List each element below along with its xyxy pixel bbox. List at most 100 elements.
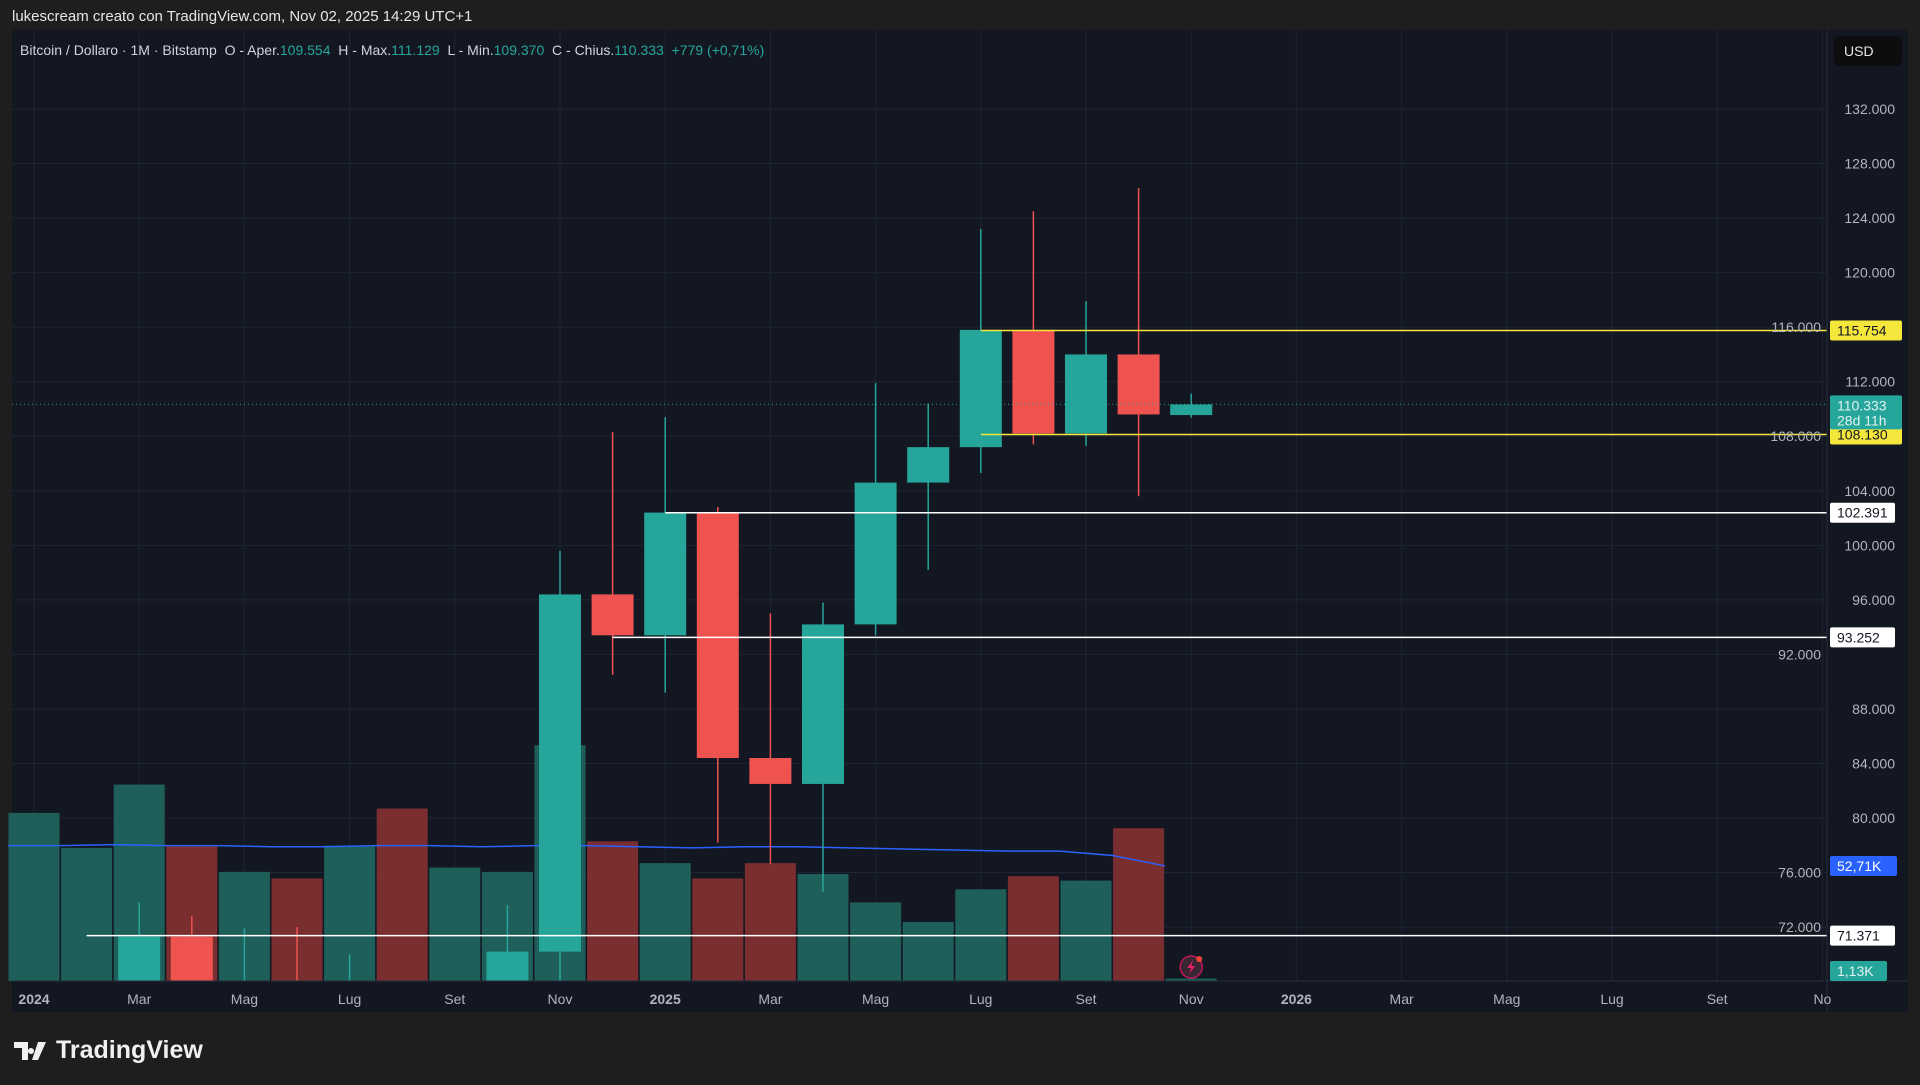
candle-body [644,512,687,636]
last-price-label: 28d 11h [1837,412,1887,428]
level-price-label-bg [1830,320,1902,341]
y-tick-label: 112.000 [1845,374,1895,390]
symbol-name: Bitcoin / Dollaro · 1M · Bitstamp [20,42,217,58]
x-tick-label: Mar [127,991,151,1007]
y-tick-label: 120.000 [1844,265,1895,281]
candle-body [696,512,739,759]
y-tick-label: 100.000 [1844,537,1895,553]
x-tick-label: Set [1707,991,1728,1007]
candle-body [1170,404,1213,416]
y-tick-label: 96.000 [1852,592,1895,608]
x-tick-label: Lug [969,991,992,1007]
volume-bar [639,863,691,981]
candle-body [539,594,581,952]
volume-ma-label-bg [1830,856,1897,876]
lightning-glyph [1187,960,1196,974]
notification-dot [1196,956,1203,962]
close-value: 110.333 [614,42,664,58]
y-tick-label: 128.000 [1844,156,1895,172]
candle-body [1012,329,1055,434]
y-tick-label: 88.000 [1852,701,1895,717]
open-label: O - Aper. [224,42,280,58]
x-tick-label: Set [1075,991,1096,1007]
last-price-label: 110.333 [1837,397,1887,413]
candle-body [907,447,950,483]
currency-button[interactable]: USD [1834,36,1902,66]
volume-bar [797,874,849,981]
x-tick-label: Set [444,991,465,1007]
attribution: lukescream creato con TradingView.com, N… [12,8,473,25]
candle-body [749,758,792,784]
x-tick-label: Mar [1390,991,1414,1007]
level-price-label-bg [1830,627,1895,648]
level-price-label-bg [1830,925,1895,946]
logo-text: TradingView [56,1036,203,1064]
volume-ma-line [8,843,1166,867]
y-tick-label: 116.000 [1771,319,1821,335]
x-tick-label: Mag [1493,991,1520,1007]
y-tick-label: 104.000 [1844,483,1895,499]
open-value: 109.554 [279,42,331,58]
candle-body [591,594,634,636]
level-price-label: 115.754 [1837,323,1887,339]
tradingview-logo-icon [14,1041,46,1060]
level-price-label: 102.391 [1837,505,1888,521]
x-tick-label: No [1813,991,1831,1007]
y-tick-label: 84.000 [1852,755,1895,771]
x-tick-label: Nov [1179,991,1204,1007]
y-tick-label: 92.000 [1778,646,1821,662]
plot-area [8,30,1827,981]
x-tick-label: Mag [862,991,889,1007]
candle-body [486,951,529,981]
y-tick-label: 108.000 [1770,428,1821,444]
low-label: L - Min. [447,42,494,58]
x-tick-label: 2025 [650,991,681,1007]
y-tick-label: 72.000 [1778,919,1821,935]
volume-bar [429,867,481,981]
volume-bar [692,878,744,981]
tradingview-logo: TradingView [14,1036,203,1065]
symbol-legend: Bitcoin / Dollaro · 1M · Bitstamp O - Ap… [20,42,764,58]
x-tick-label: Mag [231,991,258,1007]
volume-last-label: 1,13K [1837,963,1874,979]
candle-body [959,329,1002,448]
candle-body [802,624,844,784]
level-price-label-bg [1830,424,1902,445]
volume-bar [1165,978,1217,981]
x-tick-label: Lug [1600,991,1623,1007]
volume-bar [1007,876,1059,981]
x-tick-label: Lug [338,991,361,1007]
level-price-label-bg [1830,502,1895,523]
high-label: H - Max. [338,42,392,58]
volume-bar [1060,880,1112,981]
volume-bar [587,841,639,981]
y-tick-label: 76.000 [1778,865,1821,881]
last-price-label-bg [1830,395,1902,430]
volume-bar [376,808,428,981]
candle-body [854,482,897,625]
x-tick-label: 2024 [18,991,49,1007]
volume-bar [61,847,113,981]
level-price-label: 93.252 [1837,629,1880,645]
x-tick-label: Nov [548,991,573,1007]
candle-body [118,936,161,981]
y-tick-label: 124.000 [1844,210,1895,226]
close-label: C - Chius. [552,42,615,58]
candle-body [170,936,213,981]
level-price-label: 71.371 [1837,928,1880,944]
volume-bar [8,812,60,981]
volume-bar [744,863,796,981]
volume-last-label-bg [1830,961,1887,981]
candle-body [1117,354,1160,415]
change-value: +779 (+0,71%) [671,42,765,58]
volume-bar [850,902,902,981]
level-price-label: 108.130 [1837,426,1888,442]
x-tick-label: 2026 [1281,991,1312,1007]
x-tick-label: Mar [758,991,782,1007]
volume-bar [902,922,954,981]
y-tick-label: 132.000 [1844,101,1895,117]
candle-body [1065,354,1107,434]
low-value: 109.370 [493,42,545,58]
high-value: 111.129 [391,42,440,58]
